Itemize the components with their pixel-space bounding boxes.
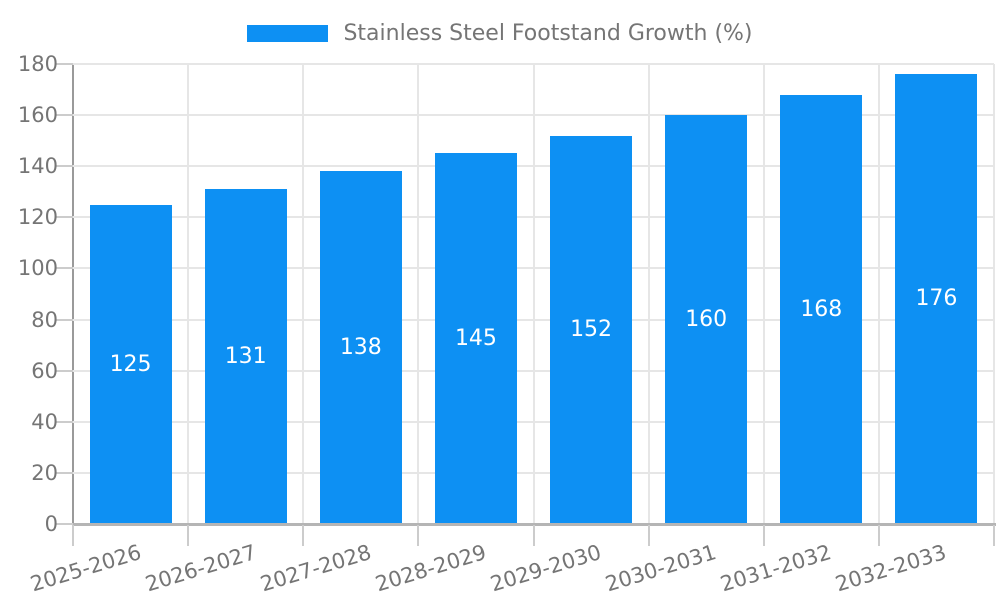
x-axis-tick [763,525,765,546]
bar-value-label: 168 [800,296,843,322]
y-axis-line [72,64,74,524]
y-tick-label: 60 [31,358,58,383]
bar[interactable]: 176 [895,74,978,524]
bar[interactable]: 145 [434,153,517,524]
bar-value-label: 152 [570,317,613,342]
x-axis-tick [993,525,995,546]
x-axis-tick [187,525,189,546]
x-axis-tick [417,525,419,546]
y-axis-tick [55,216,73,219]
y-axis-tick [55,420,73,423]
vertical-gridline [302,64,304,524]
bar-value-label: 138 [339,334,382,360]
vertical-gridline [533,64,535,524]
legend-swatch [247,24,329,42]
y-tick-label: 140 [17,154,58,179]
y-axis-tick [55,63,73,65]
y-tick-label: 180 [17,52,58,76]
bar[interactable]: 125 [89,205,172,524]
vertical-gridline [993,64,995,524]
x-axis-tick [302,525,304,546]
bar[interactable]: 160 [665,115,748,524]
vertical-gridline [878,64,880,524]
y-tick-label: 20 [31,460,58,485]
bar-value-label: 176 [915,286,958,311]
x-axis-tick [648,525,650,546]
x-axis-tick [72,525,74,546]
y-tick-label: 120 [17,205,58,230]
y-axis-tick [55,318,73,321]
y-tick-label: 40 [31,409,58,434]
vertical-gridline [417,64,419,524]
y-tick-label: 0 [44,512,58,536]
y-tick-label: 160 [17,103,58,128]
y-tick-label: 80 [31,307,58,332]
legend-label: Stainless Steel Footstand Growth (%) [343,20,753,46]
bar[interactable]: 138 [319,171,402,524]
y-axis-tick [55,471,73,474]
plot-area: 125 131 138 145 152 160 168 176 [73,63,995,524]
x-axis-tick [533,525,535,546]
vertical-gridline [763,64,765,524]
bar[interactable]: 168 [780,95,863,524]
y-axis-tick [55,165,73,168]
bar[interactable]: 131 [204,189,287,524]
vertical-gridline [187,64,189,524]
bar-value-label: 125 [109,351,152,377]
x-axis-tick [878,525,880,546]
y-tick-label: 100 [17,256,58,281]
y-axis-tick [55,369,73,372]
bar-value-label: 160 [685,306,728,332]
x-axis-line [72,523,996,526]
y-axis-tick [55,114,73,117]
y-axis-tick [55,523,73,525]
y-axis-tick [55,267,73,270]
chart-legend: Stainless Steel Footstand Growth (%) [0,16,1000,50]
bar-value-label: 145 [454,325,497,351]
bar-value-label: 131 [224,343,267,369]
vertical-gridline [648,64,650,524]
bar[interactable]: 152 [550,136,633,524]
